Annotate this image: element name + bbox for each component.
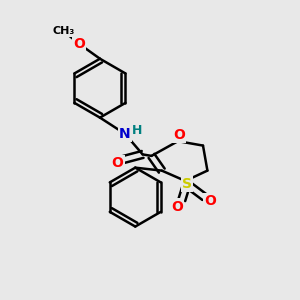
Text: S: S (182, 177, 192, 191)
Text: O: O (112, 156, 124, 170)
Text: O: O (74, 37, 85, 51)
Text: O: O (171, 200, 183, 214)
Text: O: O (173, 128, 185, 142)
Text: O: O (204, 194, 216, 208)
Text: CH₃: CH₃ (52, 26, 74, 36)
Text: N: N (119, 127, 131, 141)
Text: H: H (132, 124, 142, 137)
